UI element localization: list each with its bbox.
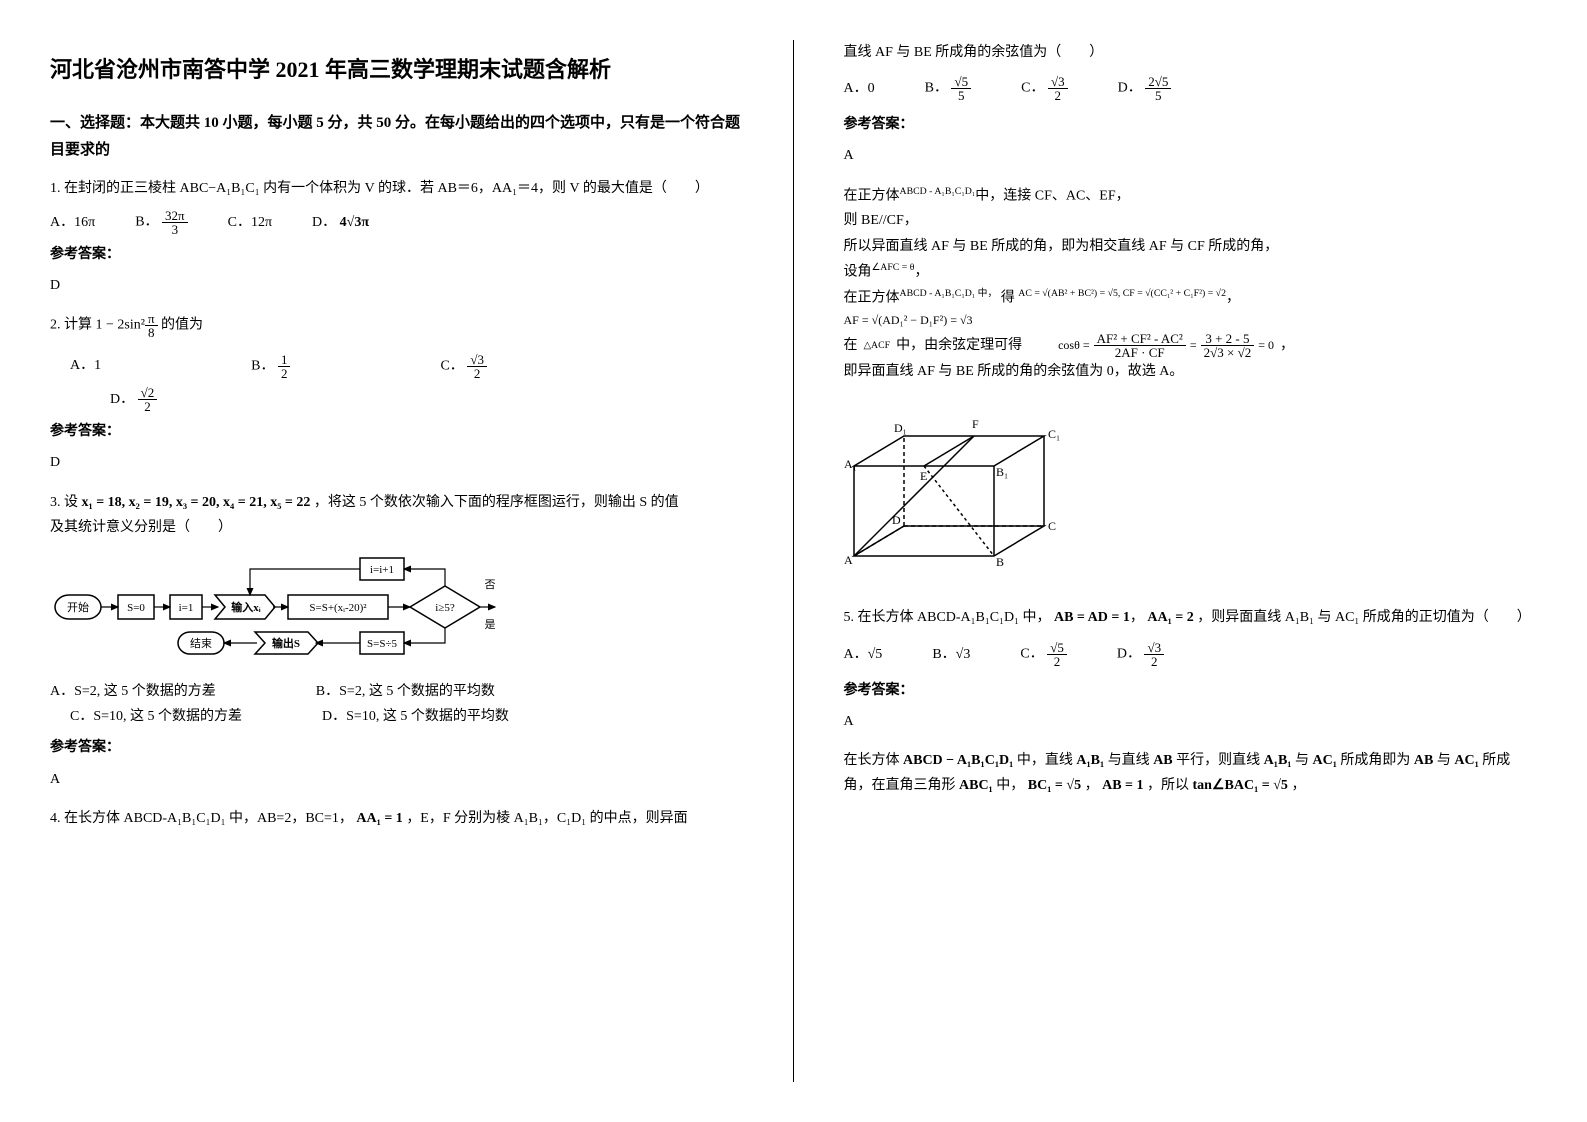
q5-sol2: 角，在直角三角形 ABC₁ 中， BC₁ = √5 ， AB = 1 ，所以 t… <box>844 773 1538 798</box>
q2-ans: D <box>50 450 744 475</box>
q3-ans: A <box>50 767 744 792</box>
q5-opt-c: C． √52 <box>1020 641 1066 668</box>
q4-sol1: 在正方体ABCD - A₁B₁C₁D₁中，连接 CF、AC、EF， <box>844 183 1538 209</box>
svg-text:S=S÷5: S=S÷5 <box>367 638 397 650</box>
svg-text:A: A <box>844 553 853 566</box>
section-1-heading: 一、选择题：本大题共 10 小题，每小题 5 分，共 50 分。在每小题给出的四… <box>50 110 744 164</box>
q4-opt-a: A．0 <box>844 76 875 101</box>
q3-opt-c: C．S=10, 这 5 个数据的方差 <box>70 704 242 729</box>
q2-text: 2. 计算 1 − 2sin²π8 的值为 <box>50 312 744 339</box>
q4-sol8: 即异面直线 AF 与 BE 所成的角的余弦值为 0，故选 A。 <box>844 359 1538 384</box>
q1-text: 1. 在封闭的正三棱柱 ABC−A₁B₁C₁ 内有一个体积为 V 的球．若 AB… <box>50 176 744 201</box>
q5-ans-label: 参考答案： <box>844 678 1538 703</box>
q1-ans-label: 参考答案： <box>50 242 744 267</box>
q3-opt-d: D．S=10, 这 5 个数据的平均数 <box>322 704 509 729</box>
question-1: 1. 在封闭的正三棱柱 ABC−A₁B₁C₁ 内有一个体积为 V 的球．若 AB… <box>50 176 744 299</box>
svg-text:i=i+1: i=i+1 <box>370 564 394 576</box>
svg-text:A₁: A₁ <box>844 457 857 471</box>
q4-sol7: 在△ACF中，由余弦定理可得 cosθ = AF² + CF² - AC²2AF… <box>844 332 1538 359</box>
q4-line2: 直线 AF 与 BE 所成角的余弦值为（ ） <box>844 40 1538 65</box>
q2-opt-a: A．1 <box>70 353 101 380</box>
q5-opt-a: A．√5 <box>844 642 883 667</box>
q1-opt-c: C．12π <box>228 210 272 235</box>
doc-title: 河北省沧州市南答中学 2021 年高三数学理期末试题含解析 <box>50 50 744 90</box>
q3-text2: 及其统计意义分别是（ ） <box>50 515 744 540</box>
q2-opt-b: B． 12 <box>251 353 290 380</box>
svg-text:开始: 开始 <box>67 600 89 614</box>
q3-ans-label: 参考答案： <box>50 735 744 760</box>
svg-text:E: E <box>920 469 927 483</box>
left-column: 河北省沧州市南答中学 2021 年高三数学理期末试题含解析 一、选择题：本大题共… <box>0 0 794 1122</box>
q5-opt-b: B．√3 <box>932 642 970 667</box>
svg-text:i≥5?: i≥5? <box>435 602 455 614</box>
svg-text:D: D <box>892 513 901 527</box>
question-5: 5. 在长方体 ABCD-A₁B₁C₁D₁ 中， AB = AD = 1， AA… <box>844 605 1538 798</box>
q5-sol1: 在长方体 ABCD − A₁B₁C₁D₁ 中，直线 A₁B₁ 与直线 AB 平行… <box>844 748 1538 773</box>
svg-text:结束: 结束 <box>190 637 212 650</box>
q4-opt-c: C． √32 <box>1021 75 1067 102</box>
q1-opt-d: D． 4√3π <box>312 210 369 235</box>
q5-text: 5. 在长方体 ABCD-A₁B₁C₁D₁ 中， AB = AD = 1， AA… <box>844 605 1538 630</box>
svg-text:F: F <box>972 417 979 431</box>
svg-text:D₁: D₁ <box>894 421 907 435</box>
q1-ans: D <box>50 273 744 298</box>
question-3: 3. 设 x₁ = 18, x₂ = 19, x₃ = 20, x₄ = 21,… <box>50 490 744 792</box>
svg-text:C: C <box>1048 519 1056 533</box>
q3-flowchart: 开始 S=0 i=1 输入xᵢ S=S+(xᵢ-20)² i=i+1 i≥5? … <box>50 550 744 669</box>
svg-text:B: B <box>996 555 1004 566</box>
svg-text:输出S: 输出S <box>272 636 300 650</box>
question-4-start: 4. 在长方体 ABCD-A₁B₁C₁D₁ 中，AB=2，BC=1， AA₁ =… <box>50 806 744 831</box>
svg-text:B₁: B₁ <box>996 465 1008 479</box>
q1-opt-a: A．16π <box>50 210 95 235</box>
q2-opt-d: D． √22 <box>110 392 157 407</box>
q4-opt-b: B． √55 <box>925 75 971 102</box>
q5-opt-d: D． √32 <box>1117 641 1164 668</box>
svg-text:S=S+(xᵢ-20)²: S=S+(xᵢ-20)² <box>309 602 367 614</box>
question-2: 2. 计算 1 − 2sin²π8 的值为 A．1 B． 12 C． √32 D… <box>50 312 744 475</box>
q1-opt-b: B． 32π3 <box>135 209 187 236</box>
q3-text: 3. 设 x₁ = 18, x₂ = 19, x₃ = 20, x₄ = 21,… <box>50 490 744 515</box>
q4-sol6: AF = √(AD₁² − D₁F²) = √3 <box>844 310 1538 332</box>
q4-sol4: 设角∠AFC = θ， <box>844 259 1538 285</box>
q5-ans: A <box>844 709 1538 734</box>
svg-text:输入xᵢ: 输入xᵢ <box>231 600 260 614</box>
q2-opt-c: C． √32 <box>440 353 486 380</box>
q2-ans-label: 参考答案： <box>50 419 744 444</box>
svg-text:S=0: S=0 <box>127 602 145 614</box>
svg-text:i=1: i=1 <box>179 602 194 614</box>
svg-text:是: 是 <box>485 618 496 631</box>
svg-text:C₁: C₁ <box>1048 427 1060 441</box>
q4-figure: A B C D A₁ B₁ C₁ D₁ E F <box>844 396 1538 575</box>
q4-ans-label: 参考答案： <box>844 112 1538 137</box>
right-column: 直线 AF 与 BE 所成角的余弦值为（ ） A．0 B． √55 C． √32… <box>794 0 1587 1122</box>
q4-sol5: 在正方体ABCD - A₁B₁C₁D₁ 中， 得 AC = √(AB² + BC… <box>844 285 1538 311</box>
q3-opt-b: B．S=2, 这 5 个数据的平均数 <box>316 679 495 704</box>
q4-sol2: 则 BE//CF， <box>844 208 1538 233</box>
q4-sol3: 所以异面直线 AF 与 BE 所成的角，即为相交直线 AF 与 CF 所成的角， <box>844 234 1538 259</box>
svg-text:否: 否 <box>485 579 496 591</box>
q4-opt-d: D． 2√55 <box>1118 75 1172 102</box>
q4-ans: A <box>844 143 1538 168</box>
q3-opt-a: A．S=2, 这 5 个数据的方差 <box>50 679 216 704</box>
